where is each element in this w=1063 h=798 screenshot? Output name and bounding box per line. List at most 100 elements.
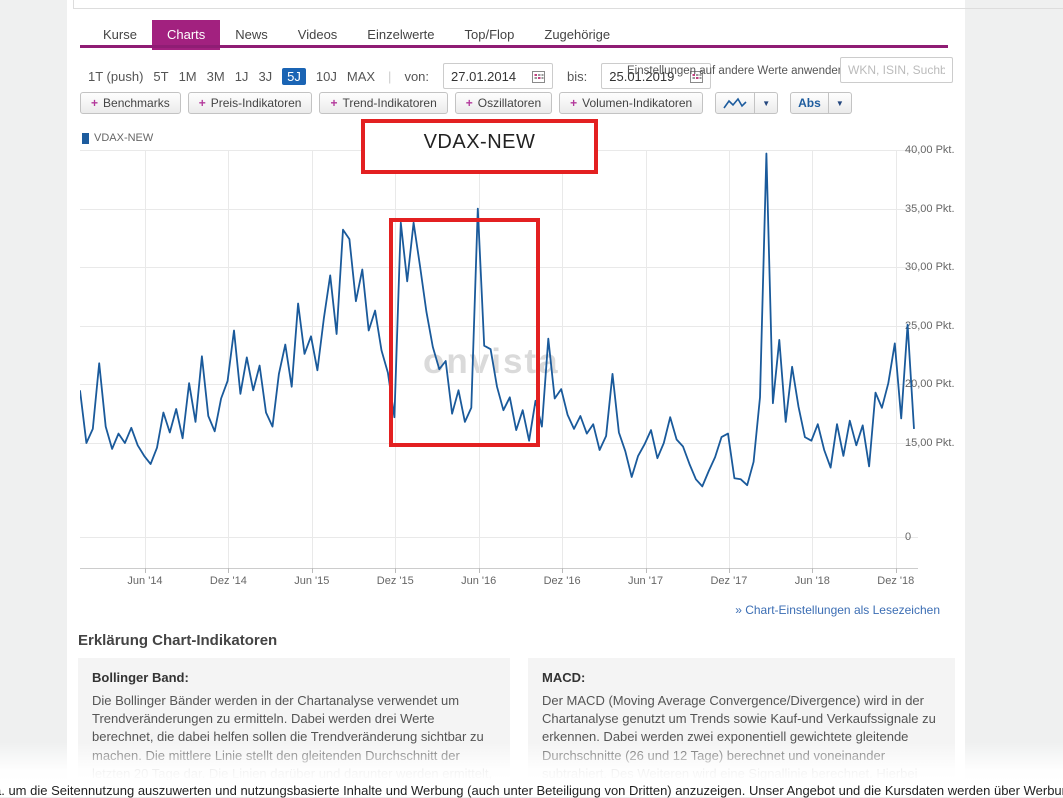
range-10j[interactable]: 10J — [315, 68, 337, 84]
benchmarks-button[interactable]: + Benchmarks — [80, 92, 181, 114]
macd-title: MACD: — [542, 670, 586, 685]
x-axis-label: Dez '14 — [209, 575, 247, 587]
chart-type-button[interactable] — [715, 92, 756, 114]
range-1j[interactable]: 1J — [234, 68, 249, 84]
x-grid-line — [311, 150, 313, 568]
range-1m[interactable]: 1M — [178, 68, 197, 84]
explanation-heading: Erklärung Chart-Indikatoren — [78, 632, 278, 649]
x-axis-baseline — [80, 568, 918, 569]
tab-underline — [80, 45, 948, 48]
bollinger-title: Bollinger Band: — [92, 670, 189, 685]
range-max[interactable]: MAX — [346, 68, 376, 84]
chart-type-dropdown[interactable]: ▼ — [755, 92, 779, 114]
y-grid-line — [80, 267, 918, 269]
oszillatoren-label: Oszillatoren — [477, 96, 542, 110]
range-5j-selected[interactable]: 5J — [282, 67, 306, 85]
cookie-banner-text: a. um die Seitennutzung auszuwerten und … — [0, 783, 1063, 798]
top-divider-end — [73, 0, 74, 8]
range-3m[interactable]: 3M — [206, 68, 225, 84]
tab-videos[interactable]: Videos — [297, 27, 338, 42]
x-axis-label: Dez '18 — [877, 575, 915, 587]
y-axis-label: 20,00 Pkt. — [905, 378, 955, 391]
x-grid-line — [478, 150, 480, 568]
chart-type-split-button: ▼ — [715, 92, 779, 114]
y-axis-label: 40,00 Pkt. — [905, 144, 955, 156]
x-axis-label: Jun '18 — [794, 575, 830, 587]
trend-indikatoren-label: Trend-Indikatoren — [342, 96, 437, 110]
calendar-icon — [690, 70, 704, 83]
chevron-down-icon: ▼ — [762, 98, 771, 108]
von-label: von: — [404, 68, 430, 84]
range-3j[interactable]: 3J — [258, 68, 273, 84]
range-divider: | — [388, 68, 392, 84]
x-grid-line — [562, 150, 564, 568]
scale-mode-split-button: Abs ▼ — [790, 92, 852, 114]
y-axis-label: 25,00 Pkt. — [905, 319, 955, 332]
annotation-box-title: VDAX-NEW — [361, 119, 598, 174]
date-to-value: 25.01.2019 — [609, 68, 675, 84]
volumen-indikatoren-button[interactable]: + Volumen-Indikatoren — [559, 92, 704, 114]
x-tick-mark — [728, 568, 730, 573]
tab-news[interactable]: News — [235, 27, 268, 42]
x-tick-mark — [562, 568, 564, 573]
x-grid-line — [228, 150, 230, 568]
tab-topflop[interactable]: Top/Flop — [464, 27, 515, 42]
x-tick-mark — [311, 568, 313, 573]
calendar-icon — [532, 70, 546, 83]
x-tick-mark — [895, 568, 897, 573]
preis-indikatoren-label: Preis-Indikatoren — [210, 96, 302, 110]
x-axis-label: Dez '15 — [376, 575, 414, 587]
y-grid-line — [80, 384, 918, 386]
cookie-banner: a. um die Seitennutzung auszuwerten und … — [0, 780, 1063, 798]
wkn-search-input[interactable] — [840, 57, 953, 83]
y-grid-line — [80, 325, 918, 327]
scale-mode-dropdown[interactable]: ▼ — [828, 92, 852, 114]
y-axis-label: 15,00 Pkt. — [905, 437, 955, 449]
benchmarks-label: Benchmarks — [103, 96, 170, 110]
y-axis-label: 30,00 Pkt. — [905, 261, 955, 274]
line-chart-icon — [723, 97, 747, 108]
x-axis-label: Jun '17 — [627, 575, 664, 587]
x-grid-line — [645, 150, 647, 568]
plus-icon: + — [91, 96, 99, 110]
tab-einzelwerte[interactable]: Einzelwerte — [367, 27, 435, 42]
oszillatoren-button[interactable]: + Oszillatoren — [454, 92, 553, 114]
x-grid-line — [145, 150, 146, 568]
date-from-input[interactable]: 27.01.2014 — [443, 63, 554, 89]
vdax-price-line — [80, 152, 915, 488]
trend-indikatoren-button[interactable]: + Trend-Indikatoren — [319, 92, 448, 114]
annotation-title-text: VDAX-NEW — [423, 131, 536, 153]
x-grid-line — [812, 150, 814, 568]
y-grid-line — [80, 208, 918, 210]
chart-settings-bookmark-link[interactable]: » Chart-Einstellungen als Lesezeichen — [735, 603, 940, 617]
tab-kurse[interactable]: Kurse — [103, 27, 137, 42]
price-line-chart — [80, 152, 915, 488]
bottom-fade-overlay — [0, 742, 1063, 782]
apply-settings-label: Einstellungen auf andere Werte anwenden: — [627, 65, 848, 77]
plus-icon: + — [330, 96, 338, 110]
indicator-toolbar: + Benchmarks + Preis-Indikatoren + Trend… — [80, 92, 852, 114]
x-tick-mark — [812, 568, 814, 573]
x-axis-label: Dez '17 — [710, 575, 748, 587]
date-from-value: 27.01.2014 — [451, 68, 517, 84]
x-axis-label: Jun '15 — [294, 575, 330, 587]
plus-icon: + — [465, 96, 473, 110]
y-axis-label: 0 — [905, 531, 912, 543]
x-grid-line — [728, 150, 730, 568]
plus-icon: + — [198, 96, 206, 110]
legend-swatch — [82, 132, 89, 144]
chart-legend: VDAX-NEW — [82, 132, 153, 144]
legend-label: VDAX-NEW — [94, 132, 154, 144]
x-tick-mark — [478, 568, 480, 573]
range-5t[interactable]: 5T — [153, 68, 169, 84]
x-tick-mark — [645, 568, 647, 573]
volumen-indikatoren-label: Volumen-Indikatoren — [582, 96, 693, 110]
scale-mode-button[interactable]: Abs — [790, 92, 829, 114]
date-to-input[interactable]: 25.01.2019 — [601, 63, 712, 89]
x-tick-mark — [228, 568, 230, 573]
tab-zugehoerige[interactable]: Zugehörige — [544, 27, 611, 42]
x-axis-label: Jun '14 — [127, 575, 163, 587]
preis-indikatoren-button[interactable]: + Preis-Indikatoren — [187, 92, 313, 114]
range-1t[interactable]: 1T (push) — [88, 68, 144, 84]
x-tick-mark — [145, 568, 146, 573]
